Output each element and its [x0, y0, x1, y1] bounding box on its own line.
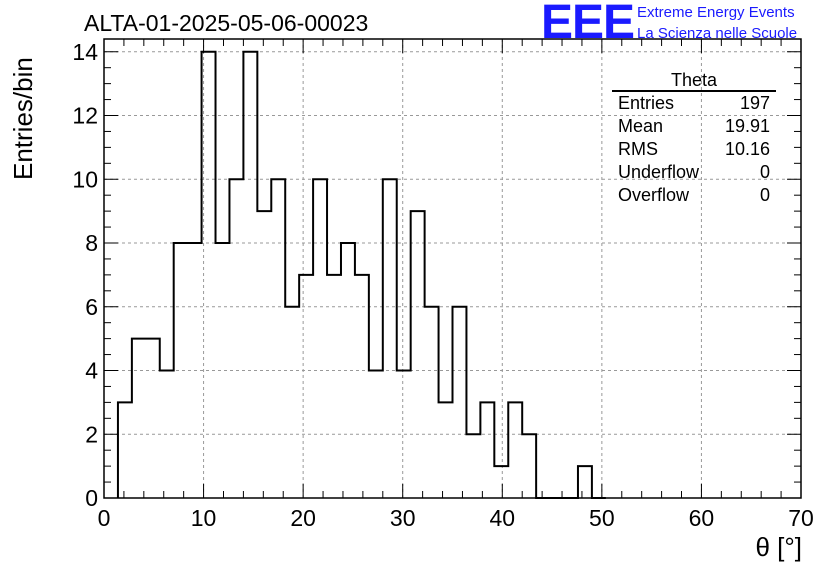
stats-value: 10.16	[724, 139, 770, 159]
histogram-bin	[425, 307, 439, 498]
histogram-title: ALTA-01-2025-05-06-00023	[84, 10, 369, 36]
x-tick-label: 60	[689, 505, 715, 531]
y-tick-label: 0	[85, 485, 98, 511]
histogram-bin	[355, 275, 369, 498]
x-tick-label: 70	[788, 505, 814, 531]
histogram-bin	[341, 243, 355, 498]
y-tick-label: 4	[85, 358, 98, 384]
y-tick-label: 12	[72, 103, 98, 129]
y-tick-label: 8	[85, 230, 98, 256]
stats-label: Entries	[618, 93, 675, 113]
stats-row-underflow: Underflow 0	[612, 161, 776, 184]
histogram-bin	[327, 275, 341, 498]
stats-label: RMS	[618, 139, 658, 159]
histogram-bin	[202, 52, 216, 498]
x-tick-label: 20	[290, 505, 316, 531]
y-tick-label: 10	[72, 166, 98, 192]
histogram-bin	[160, 371, 174, 499]
histogram-bin	[508, 402, 522, 498]
x-axis-label: θ [°]	[755, 532, 802, 562]
histogram-bin	[243, 52, 257, 498]
stats-label: Overflow	[618, 185, 690, 205]
histogram-bin	[313, 179, 327, 498]
histogram-bin	[174, 243, 188, 498]
stats-value: 0	[759, 162, 770, 182]
histogram-bin	[466, 434, 480, 498]
x-tick-label: 40	[489, 505, 515, 531]
histogram-bin	[271, 179, 285, 498]
stats-row-mean: Mean 19.91	[612, 115, 776, 138]
y-tick-label: 6	[85, 294, 98, 320]
stats-value: 0	[759, 185, 770, 205]
stats-label: Mean	[618, 116, 664, 136]
histogram-bin	[216, 243, 230, 498]
histogram-bin	[299, 275, 313, 498]
y-tick-label: 14	[72, 39, 98, 65]
histogram-bin	[257, 211, 271, 498]
histogram-bin	[411, 211, 425, 498]
histogram-bin	[118, 402, 132, 498]
histogram-bin	[453, 307, 467, 498]
stats-box-title: Theta	[612, 70, 776, 92]
histogram-bin	[397, 371, 411, 499]
stats-row-rms: RMS 10.16	[612, 138, 776, 161]
histogram-bin	[522, 434, 536, 498]
y-tick-label: 2	[85, 421, 98, 447]
plot-frame	[103, 38, 802, 499]
histogram-bin	[439, 402, 453, 498]
stats-value: 197	[739, 93, 770, 113]
stats-box: Theta Entries 197 Mean 19.91 RMS 10.16 U…	[612, 70, 776, 207]
histogram-bin	[132, 339, 146, 498]
x-tick-label: 50	[589, 505, 615, 531]
x-tick-label: 30	[390, 505, 416, 531]
histogram-series-line	[116, 50, 606, 499]
stats-value: 19.91	[724, 116, 770, 136]
histogram-bin	[494, 466, 508, 498]
stats-label: Underflow	[618, 162, 700, 182]
stats-row-entries: Entries 197	[612, 92, 776, 115]
histogram-bin	[383, 179, 397, 498]
histogram-bin	[285, 307, 299, 498]
x-tick-label: 10	[191, 505, 217, 531]
logo-line-2: La Scienza nelle Scuole	[637, 25, 798, 42]
y-axis-label: Entries/bin	[8, 57, 38, 180]
histogram-bin	[369, 371, 383, 499]
stats-row-overflow: Overflow 0	[612, 184, 776, 207]
histogram-bin	[578, 466, 592, 498]
x-tick-label: 0	[98, 505, 111, 531]
eee-logo-mark: EEE	[541, 0, 635, 49]
histogram-bin	[480, 402, 494, 498]
histogram-bin	[146, 339, 160, 498]
histogram-bin	[229, 179, 243, 498]
histogram-bin	[188, 243, 202, 498]
logo-line-1: Extreme Energy Events	[637, 4, 795, 21]
